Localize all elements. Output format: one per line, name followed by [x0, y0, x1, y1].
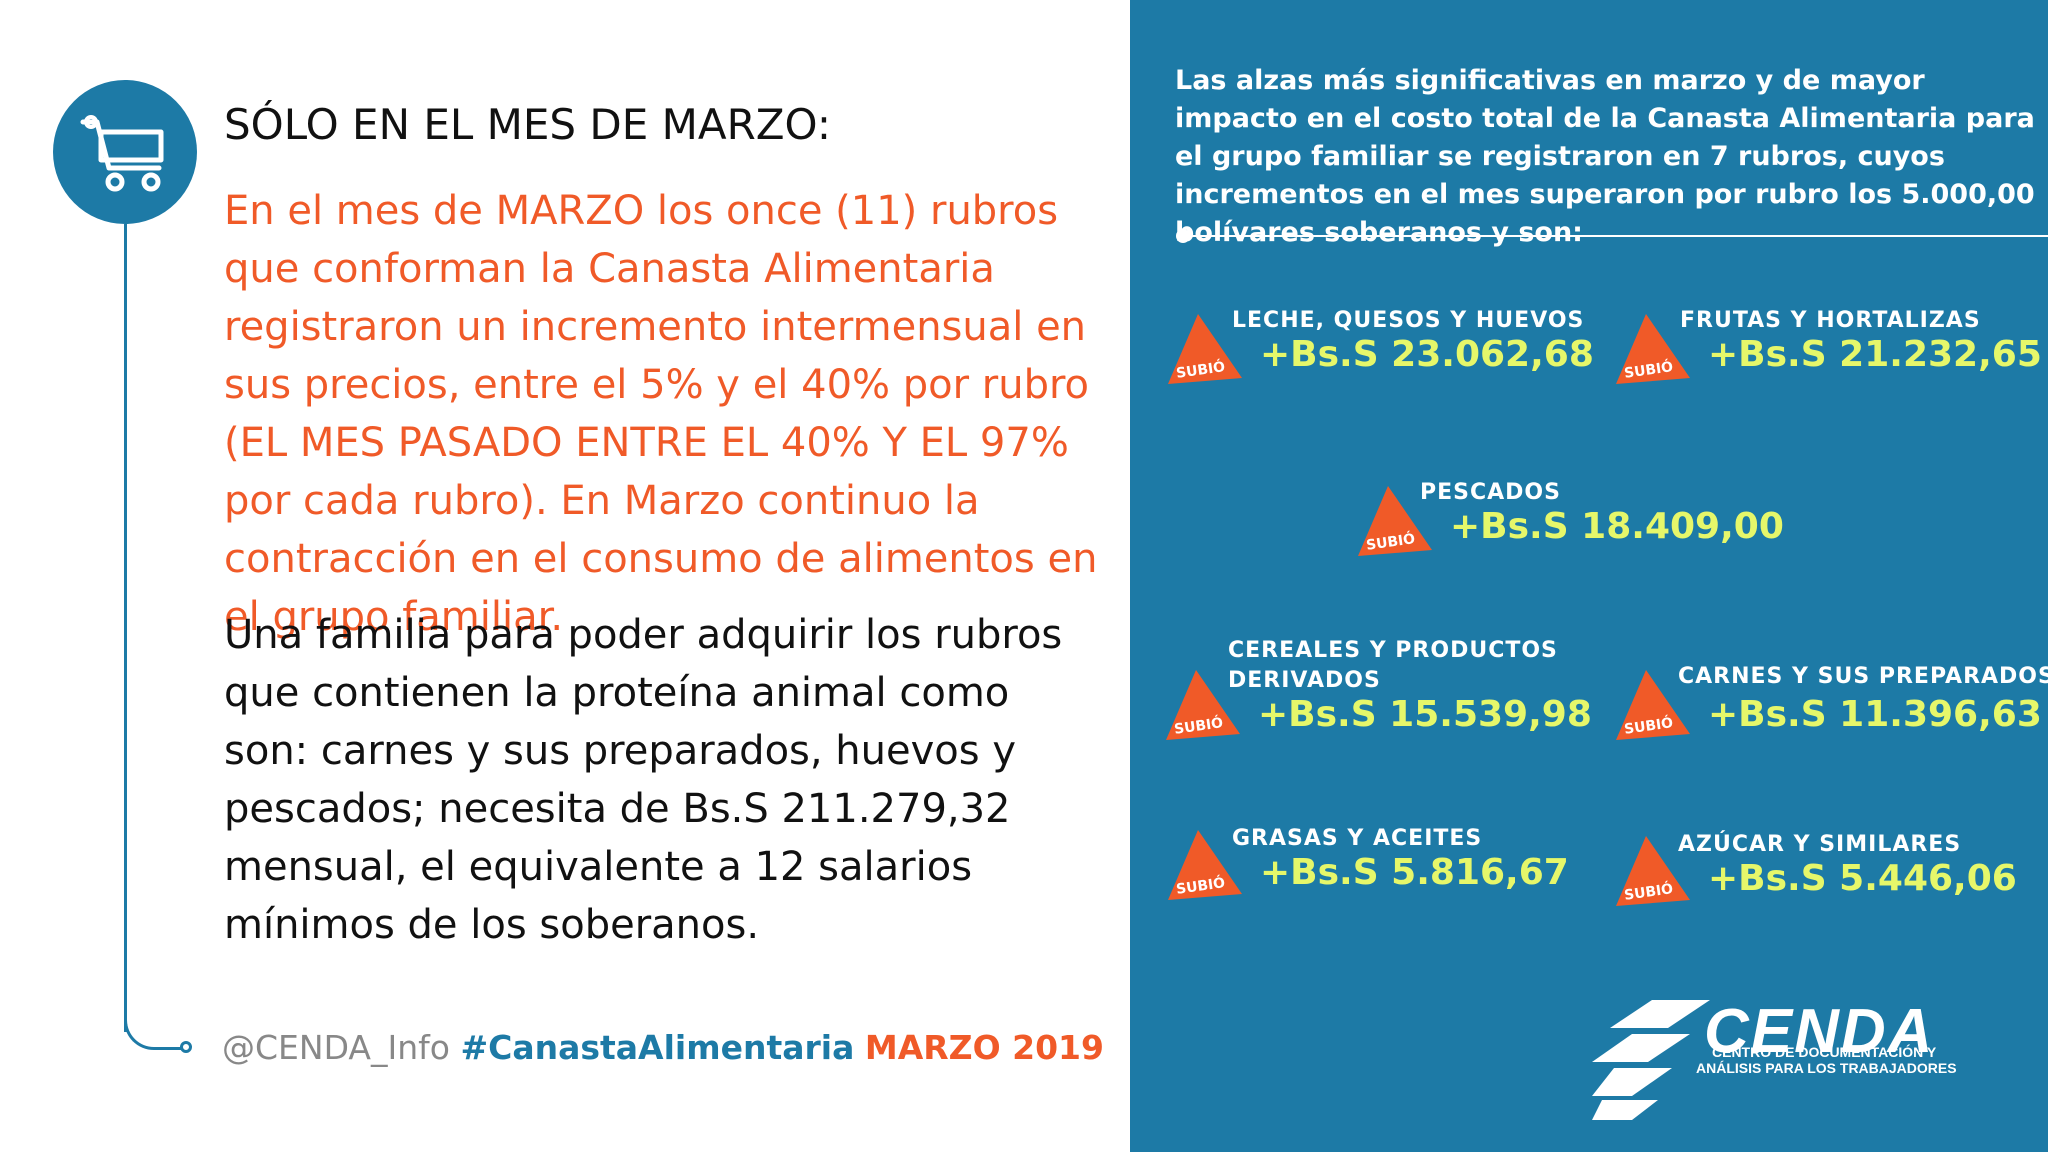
item-value: +Bs.S 15.539,98: [1258, 694, 1592, 735]
item-value: +Bs.S 11.396,63: [1708, 694, 2042, 735]
logo-name: CENDA: [1704, 997, 1935, 1066]
up-triangle-icon: SUBIÓ: [1358, 486, 1432, 556]
cenda-logo: CENDA CENTRO DE DOCUMENTACIÓN Y ANÁLISIS…: [1592, 997, 1972, 1120]
divider-line: [1183, 235, 2048, 237]
up-triangle-icon: SUBIÓ: [1166, 670, 1240, 740]
left-panel: SÓLO EN EL MES DE MARZO: En el mes de MA…: [53, 80, 1104, 1067]
hashtag: #CanastaAlimentaria: [460, 1028, 855, 1067]
up-triangle-icon: SUBIÓ: [1168, 314, 1242, 384]
march-summary-paragraph: En el mes de MARZO los once (11) rubros …: [224, 188, 1098, 640]
item-label-line2: DERIVADOS: [1228, 668, 1381, 693]
item-label: AZÚCAR Y SIMILARES: [1678, 832, 1962, 857]
cenda-stripes-icon: [1592, 1000, 1710, 1120]
period-label: MARZO 2019: [864, 1028, 1104, 1067]
cart-badge: [53, 80, 197, 224]
timeline-line: [124, 224, 127, 1032]
section-heading: SÓLO EN EL MES DE MARZO:: [224, 100, 832, 149]
footer-credits: @CENDA_Info #CanastaAlimentaria MARZO 20…: [222, 1028, 1104, 1067]
item-value: +Bs.S 23.062,68: [1260, 334, 1594, 375]
increases-intro: Las alzas más significativas en marzo y …: [1175, 65, 2035, 248]
item-label: PESCADOS: [1420, 480, 1561, 505]
item-label: FRUTAS Y HORTALIZAS: [1680, 308, 1981, 333]
item-label: GRASAS Y ACEITES: [1232, 826, 1483, 851]
logo-subtitle-line1: CENTRO DE DOCUMENTACIÓN Y: [1712, 1044, 1937, 1060]
item-label: LECHE, QUESOS Y HUEVOS: [1232, 308, 1585, 333]
timeline-dot: [180, 1041, 192, 1053]
up-triangle-icon: SUBIÓ: [1616, 314, 1690, 384]
shopping-cart-icon: [80, 115, 164, 192]
up-triangle-icon: SUBIÓ: [1168, 830, 1242, 900]
right-panel: [1130, 0, 2048, 1152]
item-label-line1: CEREALES Y PRODUCTOS: [1228, 638, 1558, 663]
social-handle: @CENDA_Info: [222, 1028, 450, 1067]
item-label: CARNES Y SUS PREPARADOS: [1678, 664, 2048, 689]
timeline-curve: [124, 1000, 184, 1050]
logo-subtitle-line2: ANÁLISIS PARA LOS TRABAJADORES: [1696, 1060, 1957, 1076]
up-triangle-icon: SUBIÓ: [1616, 836, 1690, 906]
up-triangle-icon: SUBIÓ: [1616, 670, 1690, 740]
item-value: +Bs.S 18.409,00: [1450, 506, 1784, 547]
item-value: +Bs.S 5.446,06: [1708, 858, 2017, 899]
item-value: +Bs.S 21.232,65: [1708, 334, 2042, 375]
protein-cost-paragraph: Una familia para poder adquirir los rubr…: [224, 612, 1063, 948]
item-value: +Bs.S 5.816,67: [1260, 852, 1569, 893]
